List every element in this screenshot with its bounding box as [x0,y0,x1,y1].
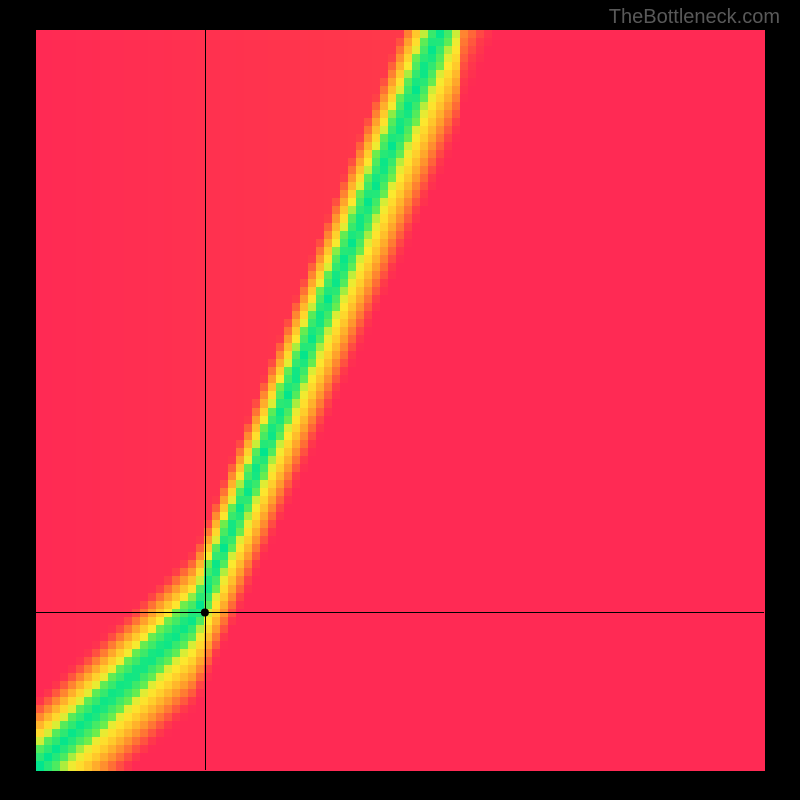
watermark-text: TheBottleneck.com [609,6,780,29]
bottleneck-heatmap [0,0,800,800]
chart-container: TheBottleneck.com [0,0,800,800]
